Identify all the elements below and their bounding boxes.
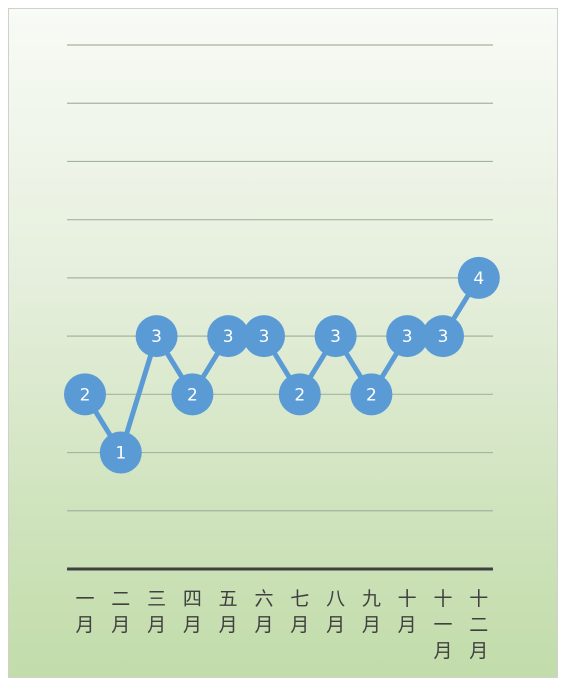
x-tick-label: 六 月	[254, 588, 274, 636]
x-tick-label: 四 月	[182, 588, 202, 636]
x-tick-label: 十 一 月	[433, 588, 453, 662]
data-marker	[422, 315, 464, 358]
x-tick-label: 八 月	[326, 588, 346, 636]
data-label: 3	[402, 327, 413, 347]
data-point: 3	[243, 315, 285, 358]
x-tick-label: 十 月	[397, 588, 417, 636]
data-marker	[386, 315, 429, 358]
data-point: 2	[171, 373, 214, 416]
data-label: 2	[294, 385, 305, 405]
data-marker	[457, 256, 500, 299]
data-point: 2	[278, 373, 321, 416]
data-marker	[171, 373, 214, 416]
data-point: 2	[350, 373, 393, 416]
data-label: 2	[80, 385, 91, 405]
data-marker	[278, 373, 321, 416]
data-point: 1	[99, 431, 142, 474]
chart-area: 2 1 3 2 3 3 2 3 2 3 3 4 一 月二 月三 月四 月五 月六 月七 月八 月九 月…	[8, 8, 558, 678]
x-tick-label: 三 月	[147, 588, 167, 636]
x-tick-label: 七 月	[290, 588, 310, 636]
data-marker	[350, 373, 393, 416]
data-label: 4	[473, 269, 484, 289]
x-tick-label: 九 月	[361, 588, 381, 636]
data-marker	[314, 315, 357, 358]
data-marker	[207, 315, 250, 358]
data-point: 3	[386, 315, 429, 358]
data-marker	[64, 373, 106, 416]
x-tick-label: 一 月	[75, 588, 95, 636]
data-label: 2	[187, 385, 198, 405]
data-point: 3	[207, 315, 250, 358]
data-marker	[243, 315, 285, 358]
data-point: 3	[314, 315, 357, 358]
data-label: 3	[151, 327, 162, 347]
series-line	[82, 276, 481, 456]
data-marker	[135, 315, 178, 358]
markers: 2 1 3 2 3 3 2 3 2 3 3 4	[64, 256, 500, 474]
data-label: 2	[366, 385, 377, 405]
x-tick-label: 五 月	[218, 588, 238, 636]
x-tick-label: 十 二 月	[469, 588, 489, 662]
data-point: 3	[135, 315, 178, 358]
data-marker	[99, 431, 142, 474]
data-point: 2	[64, 373, 106, 416]
data-label: 3	[259, 327, 270, 347]
data-label: 3	[223, 327, 234, 347]
x-tick-label: 二 月	[111, 588, 131, 636]
data-label: 3	[438, 327, 449, 347]
data-point: 4	[457, 256, 500, 299]
line-chart: 2 1 3 2 3 3 2 3 2 3 3 4	[64, 44, 500, 571]
series	[82, 276, 481, 456]
data-label: 3	[330, 327, 341, 347]
data-point: 3	[422, 315, 464, 358]
data-label: 1	[115, 444, 126, 464]
